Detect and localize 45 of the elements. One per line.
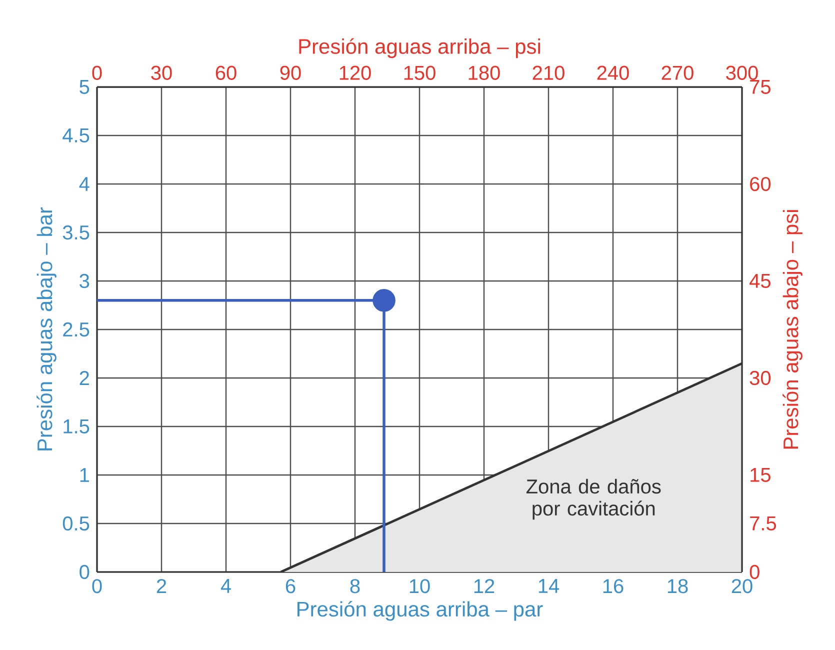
x2-tick-label: 180 [468, 66, 500, 80]
x-tick-label: 2 [156, 579, 166, 594]
x2-tick-label: 300 [726, 66, 758, 80]
y2-tick-label: 75 [750, 80, 770, 94]
x2-tick-label: 90 [280, 66, 301, 80]
y-tick-label: 1 [80, 468, 89, 482]
y2-tick-label: 0 [750, 564, 760, 580]
y-tick-label: 4 [79, 177, 90, 191]
x2-axis-title: Presión aguas arriba – psi [299, 38, 540, 58]
y2-axis-title: Presión aguas abajo – psi [782, 210, 802, 449]
x-tick-label: 0 [92, 579, 102, 594]
x2-tick-label: 240 [597, 66, 629, 80]
y-tick-label: 3 [80, 274, 90, 288]
x2-tick-label: 210 [532, 66, 564, 80]
x2-tick-label: 60 [216, 66, 236, 80]
x2-tick-label: 30 [151, 66, 172, 80]
x2-tick-label: 150 [404, 66, 436, 80]
x2-tick-label: 270 [662, 66, 694, 80]
y-tick-label: 2.5 [63, 322, 90, 337]
y-tick-label: 0 [80, 564, 90, 580]
y2-tick-label: 15 [750, 468, 770, 482]
y-tick-label: 3.5 [62, 225, 90, 240]
y2-tick-label: 30 [750, 370, 771, 386]
y-tick-label: 4.5 [62, 128, 90, 142]
y2-tick-label: 60 [750, 176, 771, 192]
x-axis-title: Presión aguas arriba – par [297, 600, 543, 621]
y2-tick-label: 7.5 [750, 516, 776, 530]
annotation: Zona de daños por cavitación [526, 478, 661, 520]
x-tick-label: 18 [668, 579, 688, 594]
y-tick-label: 2 [80, 371, 89, 385]
y2-tick-label: 45 [750, 274, 770, 288]
x-tick-label: 10 [410, 579, 430, 594]
y-axis-title: Presión aguas abajo – bar [36, 207, 56, 450]
x-tick-label: 20 [732, 579, 752, 594]
y-tick-label: 5 [80, 80, 90, 94]
x-tick-label: 16 [603, 579, 624, 594]
y-tick-label: 1.5 [64, 420, 90, 434]
x-tick-label: 6 [286, 579, 296, 594]
x-tick-label: 12 [474, 579, 494, 594]
x2-tick-label: 0 [92, 66, 102, 80]
x-tick-label: 8 [350, 579, 360, 594]
x-tick-label: 14 [538, 579, 560, 593]
y-tick-label: 0.5 [62, 516, 90, 531]
x-tick-label: 4 [220, 579, 231, 593]
x2-tick-label: 120 [340, 66, 371, 80]
